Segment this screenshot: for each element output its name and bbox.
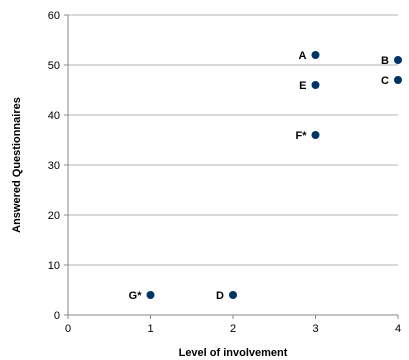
data-point <box>311 81 320 89</box>
point-label: B <box>381 55 389 67</box>
point-label: G* <box>129 290 143 302</box>
data-point <box>311 51 320 59</box>
point-label: C <box>381 75 389 87</box>
y-tick-label: 50 <box>48 60 60 72</box>
data-points: A BC E F* G* D <box>129 50 402 302</box>
x-tick-label: 3 <box>312 323 318 335</box>
data-point <box>146 291 155 299</box>
point-label: E <box>299 80 306 92</box>
y-tick-label: 20 <box>48 210 60 222</box>
point-label: D <box>216 290 224 302</box>
x-axis-title: Level of involvement <box>179 347 288 359</box>
x-tick-label: 2 <box>230 323 236 335</box>
y-tick-label: 40 <box>48 110 60 122</box>
y-axis-title: Answered Questionnaires <box>11 97 23 233</box>
axis-ticks: 0 10 20 30 40 50 60 0 1 2 3 4 <box>48 10 401 335</box>
point-label: A <box>299 50 307 62</box>
x-tick-label: 0 <box>65 323 71 335</box>
y-tick-label: 30 <box>48 160 60 172</box>
data-point <box>394 76 402 84</box>
point-label: F* <box>296 130 308 142</box>
data-point <box>229 291 237 299</box>
x-tick-label: 4 <box>395 323 401 335</box>
data-point <box>311 131 320 139</box>
y-tick-label: 0 <box>54 310 60 322</box>
y-tick-label: 10 <box>48 260 60 272</box>
y-tick-label: 60 <box>48 10 60 22</box>
x-tick-label: 1 <box>147 323 153 335</box>
grid-lines <box>68 14 398 266</box>
data-point <box>394 56 402 64</box>
